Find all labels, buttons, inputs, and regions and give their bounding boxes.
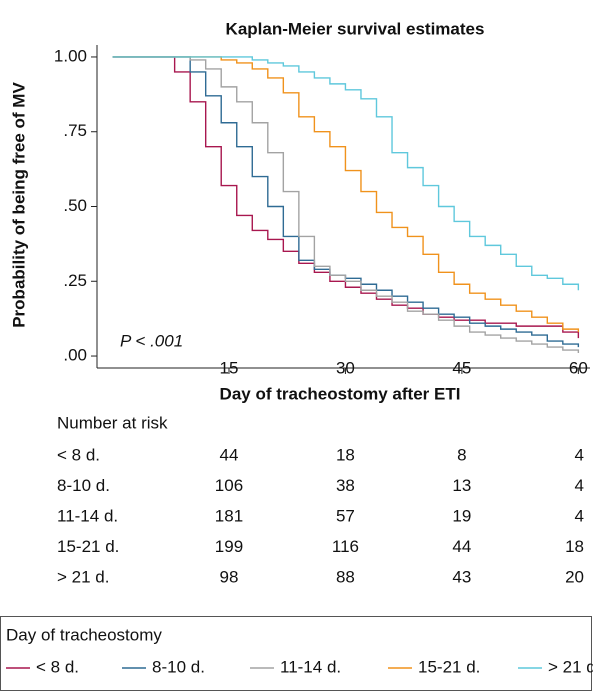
risk-value: 19	[452, 506, 471, 525]
risk-row-label: 11-14 d.	[57, 506, 118, 525]
x-tick-label: 45	[452, 358, 471, 377]
risk-row-label: > 21 d.	[57, 567, 109, 586]
survival-curve	[112, 56, 580, 291]
risk-value: 98	[220, 567, 239, 586]
legend-label: 15-21 d.	[418, 657, 480, 676]
x-axis-title: Day of tracheostomy after ETI	[220, 384, 461, 403]
survival-curve	[112, 56, 580, 339]
chart-title: Kaplan-Meier survival estimates	[226, 19, 485, 38]
y-tick-label: .00	[63, 346, 87, 365]
risk-value: 13	[452, 476, 471, 495]
risk-value: 181	[215, 506, 243, 525]
risk-value: 18	[336, 445, 355, 464]
survival-curve	[112, 56, 580, 333]
y-tick-label: .25	[63, 271, 87, 290]
risk-value: 8	[457, 445, 466, 464]
risk-row-label: < 8 d.	[57, 445, 100, 464]
risk-row-label: 8-10 d.	[57, 476, 110, 495]
y-tick-label: .50	[63, 196, 87, 215]
risk-value: 4	[575, 445, 584, 464]
x-tick-label: 15	[220, 358, 239, 377]
legend-title: Day of tracheostomy	[6, 625, 162, 644]
risk-table-title: Number at risk	[57, 413, 168, 432]
risk-value: 116	[332, 537, 359, 556]
risk-value: 43	[452, 567, 471, 586]
risk-value: 38	[336, 476, 355, 495]
x-tick-label: 30	[336, 358, 355, 377]
legend-label: 11-14 d.	[280, 657, 341, 676]
survival-curve	[112, 56, 580, 348]
y-tick-label: 1.00	[54, 46, 87, 65]
legend-box	[0, 616, 592, 691]
x-tick-label: 60	[569, 358, 588, 377]
risk-value: 18	[565, 537, 584, 556]
legend-label: < 8 d.	[36, 657, 79, 676]
risk-value: 44	[220, 445, 239, 464]
legend-label: > 21 d.	[548, 657, 593, 676]
risk-row-label: 15-21 d.	[57, 537, 119, 556]
risk-value: 44	[452, 537, 471, 556]
risk-value: 4	[575, 506, 584, 525]
risk-value: 199	[215, 537, 243, 556]
annotation: P < .001	[120, 331, 183, 350]
risk-value: 20	[565, 567, 584, 586]
y-tick-label: .75	[63, 121, 87, 140]
survival-curve	[112, 56, 580, 354]
risk-value: 106	[215, 476, 243, 495]
y-axis-title: Probability of being free of MV	[9, 82, 28, 328]
legend-label: 8-10 d.	[152, 657, 205, 676]
risk-value: 57	[336, 506, 355, 525]
risk-value: 4	[575, 476, 584, 495]
risk-value: 88	[336, 567, 355, 586]
